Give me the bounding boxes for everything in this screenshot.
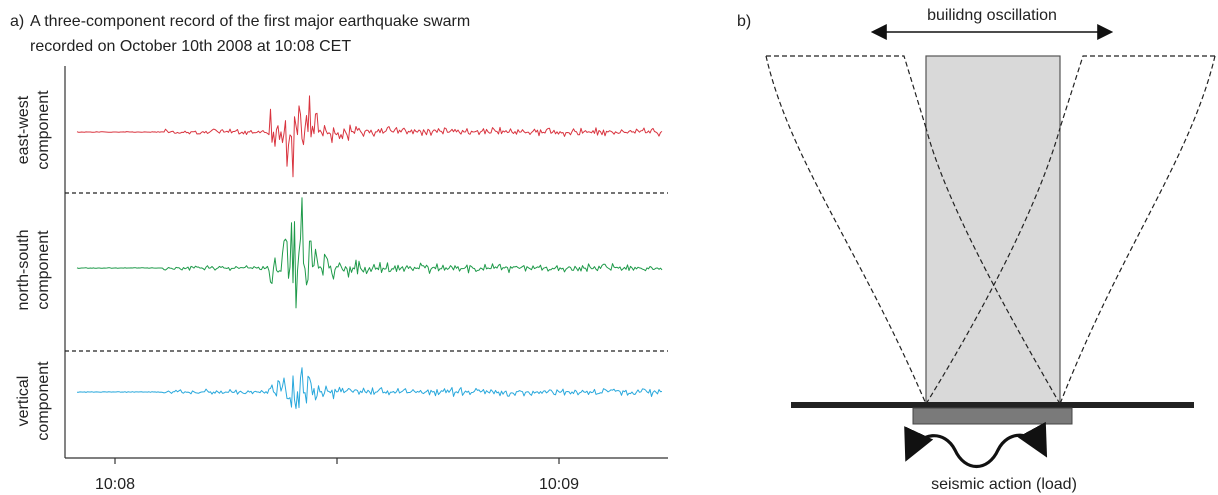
trace-label-vertical-line1: vertical (15, 376, 32, 427)
deformed-shape-right-outer (1059, 55, 1216, 405)
trace-label-ew-line1: east-west (15, 95, 32, 164)
deformed-shape-inner-left (925, 127, 1061, 405)
panel-a-title-line1: A three-component record of the first ma… (30, 13, 470, 30)
building (925, 55, 1061, 405)
seismogram-trace-east-west (76, 95, 663, 178)
seismogram-trace-north-south (76, 197, 663, 309)
panel-a-label: a) (10, 13, 24, 30)
seismogram-trace-vertical (76, 367, 663, 410)
panel-b-label: b) (737, 13, 751, 30)
time-tick-label-1008: 10:08 (95, 476, 135, 493)
deformed-shape-inner-right (925, 127, 1061, 405)
trace-label-ew-line2: component (35, 90, 52, 170)
seismic-load-label: seismic action (load) (931, 476, 1077, 493)
trace-label-ns-line2: component (35, 230, 52, 310)
deformed-shape-left-outer (765, 55, 927, 405)
panel-b: b) builidng oscillation seismic action (… (737, 7, 1216, 493)
panel-a-title-line2: recorded on October 10th 2008 at 10:08 C… (30, 38, 351, 55)
seismic-wave-arrow-icon (904, 421, 1048, 468)
deformed-shape-left-top (766, 55, 927, 129)
trace-label-vertical-line2: component (35, 361, 52, 441)
foundation (912, 407, 1073, 425)
oscillation-label: builidng oscillation (927, 7, 1057, 24)
trace-label-ns-line1: north-south (15, 230, 32, 311)
time-tick-label-1009: 10:09 (539, 476, 579, 493)
deformed-shape-right-top (1059, 55, 1215, 129)
panel-a: a) A three-component record of the first… (10, 13, 668, 493)
ground-line (791, 402, 1194, 408)
